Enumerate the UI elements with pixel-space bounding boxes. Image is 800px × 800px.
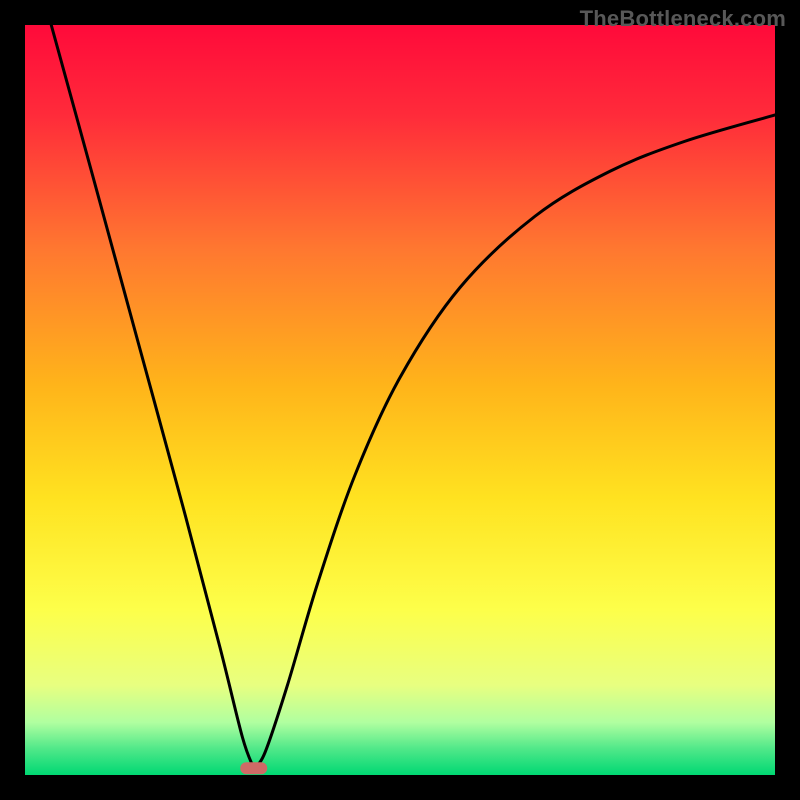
- watermark-text: TheBottleneck.com: [580, 6, 786, 32]
- chart-frame: TheBottleneck.com: [0, 0, 800, 800]
- bottleneck-chart: [0, 0, 800, 800]
- optimal-point-marker: [240, 762, 267, 774]
- chart-background: [25, 25, 775, 775]
